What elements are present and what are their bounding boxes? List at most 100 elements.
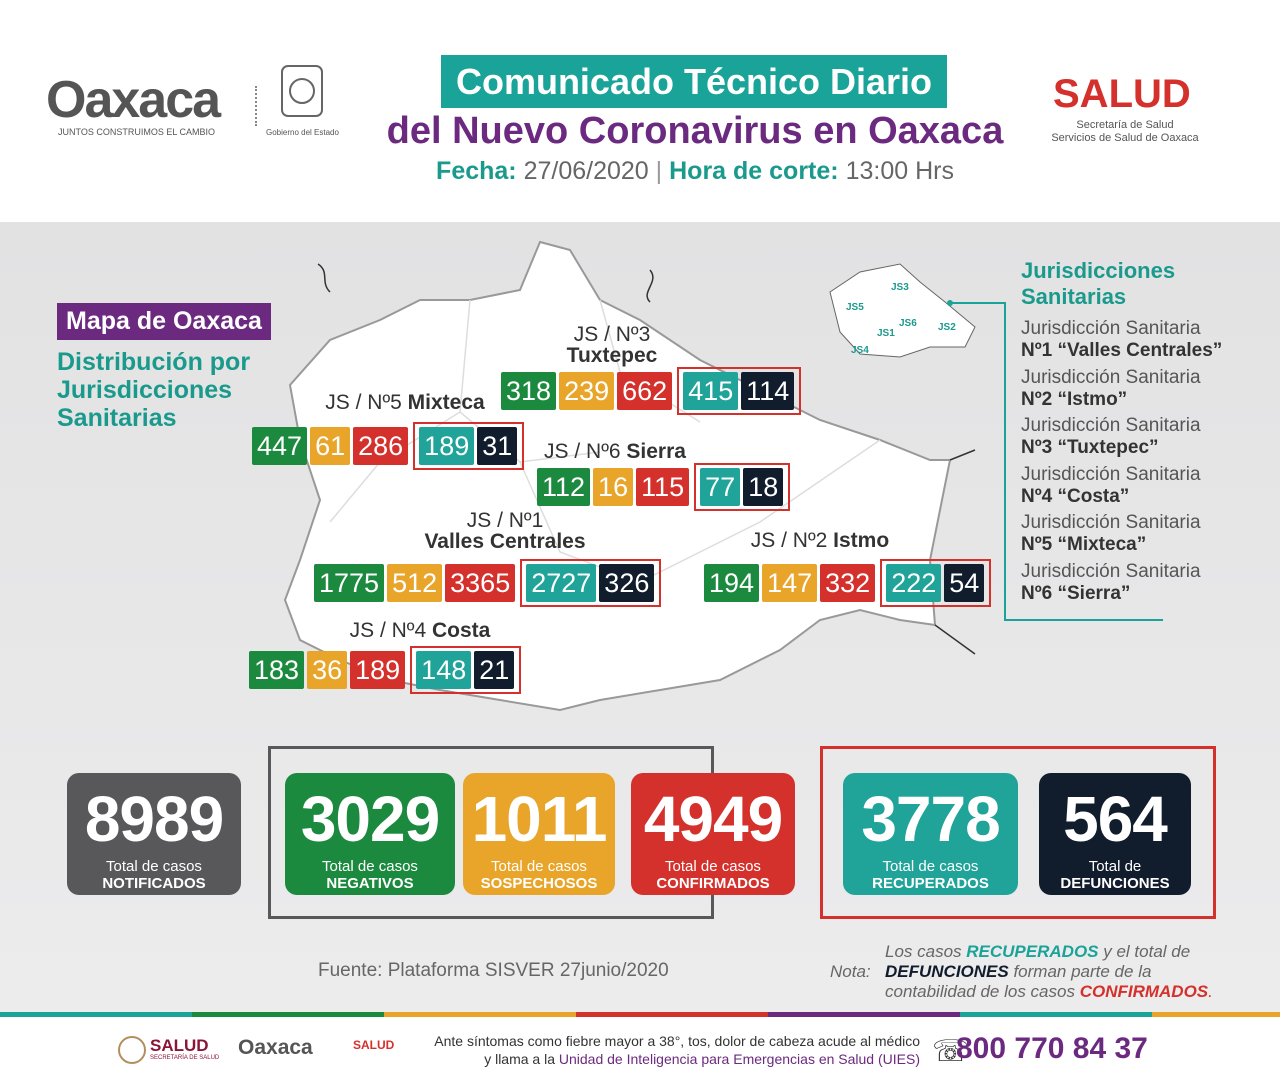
legend-line1: Jurisdicción Sanitaria <box>1021 318 1201 339</box>
jurisdiction-values: 194 147 332 222 54 <box>704 559 992 607</box>
legend-line1: Jurisdicción Sanitaria <box>1021 512 1201 533</box>
legend-line2: Nº1 “Valles Centrales” <box>1021 340 1223 361</box>
date-line: Fecha: 27/06/2020 | Hora de corte: 13:00… <box>436 157 954 185</box>
legend-line1: Jurisdicción Sanitaria <box>1021 463 1201 485</box>
total-card: 564 Total de DEFUNCIONES <box>1039 773 1191 895</box>
value-box: 662 <box>617 372 673 410</box>
logo-tagline: JUNTOS CONSTRUIMOS EL CAMBIO <box>58 127 216 137</box>
total-line1: Total de casos <box>665 858 761 875</box>
inset-label: JS3 <box>891 282 909 293</box>
legend-title: Jurisdicciones Sanitarias <box>1021 258 1176 309</box>
note-em: RECUPERADOS <box>966 942 1099 961</box>
total-value: 8989 <box>84 783 224 855</box>
legend-line2: Nº2 “Istmo” <box>1021 388 1128 410</box>
legend-line2: Nº4 “Costa” <box>1021 485 1130 507</box>
jurisdiction-label: JS / Nº1 Valles Centrales <box>355 510 655 552</box>
value-box: 318 <box>501 372 557 410</box>
value-box: 326 <box>599 564 655 602</box>
total-card: 3778 Total de casos RECUPERADOS <box>843 773 1018 895</box>
footer-salud-sub: SECRETARÍA DE SALUD <box>150 1055 220 1061</box>
cutoff: 13:00 Hrs <box>845 157 954 185</box>
value-box: 147 <box>762 564 818 602</box>
recovered-frame: 222 54 <box>880 559 992 607</box>
value-box: 194 <box>704 564 760 602</box>
confirmed-frame <box>820 746 1216 919</box>
value-box: 332 <box>820 564 876 602</box>
value-box: 183 <box>249 651 305 689</box>
date-label: Fecha: <box>436 157 517 185</box>
jurisdiction-number: JS / Nº4 <box>349 619 427 642</box>
value-box: 189 <box>419 427 475 465</box>
value-box: 61 <box>310 427 351 465</box>
value-box: 3365 <box>445 564 516 602</box>
legend-item: Jurisdicción Sanitaria Nº2 “Istmo” <box>1021 367 1251 411</box>
total-value: 4949 <box>643 783 783 855</box>
recovered-frame: 77 18 <box>694 463 791 511</box>
title-line1: Comunicado Técnico Diario <box>441 55 947 108</box>
value-box: 36 <box>307 651 348 689</box>
value-box: 1775 <box>314 564 385 602</box>
total-value: 1011 <box>471 783 608 855</box>
total-line1: Total de casos <box>491 858 587 875</box>
message-line2: y llama a la <box>484 1051 559 1067</box>
cutoff-label: Hora de corte: <box>669 157 839 185</box>
value-box: 77 <box>700 468 741 506</box>
recovered-frame: 2727 326 <box>520 559 662 607</box>
jurisdiction-name: Tuxtepec <box>566 344 658 367</box>
legend-item: Jurisdicción Sanitaria Nº6 “Sierra” <box>1021 561 1251 605</box>
total-card: 8989 Total de casos NOTIFICADOS <box>67 773 241 895</box>
value-box: 512 <box>387 564 443 602</box>
value-box: 54 <box>944 564 985 602</box>
note-text: forman parte de la contabilidad de los c… <box>885 962 1152 1001</box>
jurisdiction-label: JS / Nº3 Tuxtepec <box>462 324 762 366</box>
inset-label: JS4 <box>851 345 869 356</box>
source: Fuente: Plataforma SISVER 27junio/2020 <box>318 960 669 981</box>
legend-line1: Jurisdicción Sanitaria <box>1021 560 1201 582</box>
footer-logo: Oaxaca <box>238 1036 313 1059</box>
footer-salud: SALUD <box>150 1036 209 1055</box>
note-em: DEFUNCIONES <box>885 962 1009 981</box>
jurisdiction-name: Valles Centrales <box>424 530 586 553</box>
value-box: 21 <box>474 651 515 689</box>
note-text: Los casos <box>885 942 967 961</box>
value-box: 447 <box>252 427 308 465</box>
note-text: . <box>1208 982 1213 1001</box>
inset-label: JS6 <box>899 318 917 329</box>
jurisdiction-label: JS / Nº2 Istmo <box>670 530 970 551</box>
value-box: 189 <box>350 651 406 689</box>
note-text: y el total de <box>1098 942 1191 961</box>
inset-label: JS1 <box>877 328 895 339</box>
jurisdiction-number: JS / Nº2 <box>750 529 828 552</box>
value-box: 239 <box>559 372 615 410</box>
phone: 800 770 84 37 <box>956 1032 1148 1065</box>
footer-salud2: SALUD <box>353 1038 395 1052</box>
value-box: 112 <box>537 468 591 506</box>
total-line1: Total de casos <box>882 858 979 875</box>
recovered-frame: 189 31 <box>413 422 525 470</box>
jurisdiction-values: 112 16 115 77 18 <box>537 463 791 511</box>
government: Gobierno del Estado <box>266 128 339 137</box>
jurisdiction-name: Mixteca <box>407 391 485 414</box>
jurisdiction-number: JS / Nº1 <box>466 509 544 532</box>
legend-item: Jurisdicción Sanitaria Nº1 “Valles Centra… <box>1021 318 1251 362</box>
recovered-frame: 415 114 <box>677 367 802 415</box>
total-card: 3029 Total de casos NEGATIVOS <box>285 773 455 895</box>
total-line1: Total de <box>1088 858 1142 875</box>
total-line2: SOSPECHOSOS <box>480 875 598 892</box>
note-em: CONFIRMADOS <box>1079 982 1209 1001</box>
color-stripe <box>0 1012 1280 1017</box>
jurisdiction-name: Costa <box>432 619 491 642</box>
salud-line2: Servicios de Salud de Oaxaca <box>1051 132 1199 144</box>
jurisdiction-number: JS / Nº3 <box>573 323 651 346</box>
message-line1: Ante síntomas como fiebre mayor a 38°, t… <box>434 1033 920 1049</box>
value-box: 286 <box>353 427 409 465</box>
total-value: 3029 <box>300 783 440 855</box>
total-card: 4949 Total de casos CONFIRMADOS <box>631 773 795 895</box>
total-value: 3778 <box>861 783 1000 855</box>
value-box: 415 <box>683 372 739 410</box>
total-line1: Total de casos <box>322 858 418 875</box>
value-box: 115 <box>636 468 690 506</box>
total-line2: CONFIRMADOS <box>656 875 770 892</box>
value-box: 16 <box>593 468 634 506</box>
